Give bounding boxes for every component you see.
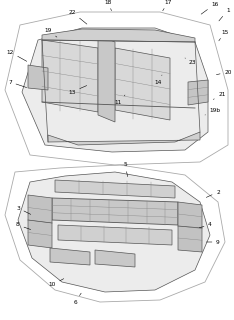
Text: 18: 18 [104,0,112,11]
Polygon shape [95,250,135,267]
Polygon shape [48,132,200,145]
Polygon shape [28,65,48,90]
Polygon shape [58,225,172,245]
Text: 15: 15 [219,29,229,41]
Text: 16: 16 [201,2,219,14]
Polygon shape [52,198,178,225]
Text: 1: 1 [219,7,230,21]
Text: 21: 21 [213,92,226,100]
Polygon shape [98,35,115,122]
Polygon shape [55,180,175,198]
Text: 19b: 19b [205,108,221,115]
Text: 22: 22 [68,10,87,24]
Text: 7: 7 [8,79,27,88]
Polygon shape [178,202,202,252]
Text: 17: 17 [163,0,172,11]
Text: 19: 19 [44,28,57,37]
Polygon shape [22,28,208,152]
Text: 14: 14 [154,75,162,84]
Polygon shape [188,80,208,105]
Text: 9: 9 [206,239,220,244]
Text: 20: 20 [216,69,232,75]
Text: 12: 12 [6,50,27,61]
Polygon shape [115,48,170,120]
Text: 5: 5 [123,163,128,177]
Text: 10: 10 [48,279,64,287]
Polygon shape [50,248,90,265]
Text: 3: 3 [16,205,31,214]
Text: 4: 4 [199,222,212,228]
Text: 6: 6 [73,293,81,305]
Polygon shape [28,195,52,248]
Polygon shape [18,172,210,292]
Text: 13: 13 [68,85,87,94]
Polygon shape [42,29,195,42]
Polygon shape [42,40,98,112]
Text: 8: 8 [16,222,31,229]
Text: 2: 2 [206,189,220,197]
Text: 23: 23 [185,58,196,65]
Text: 11: 11 [114,95,125,105]
